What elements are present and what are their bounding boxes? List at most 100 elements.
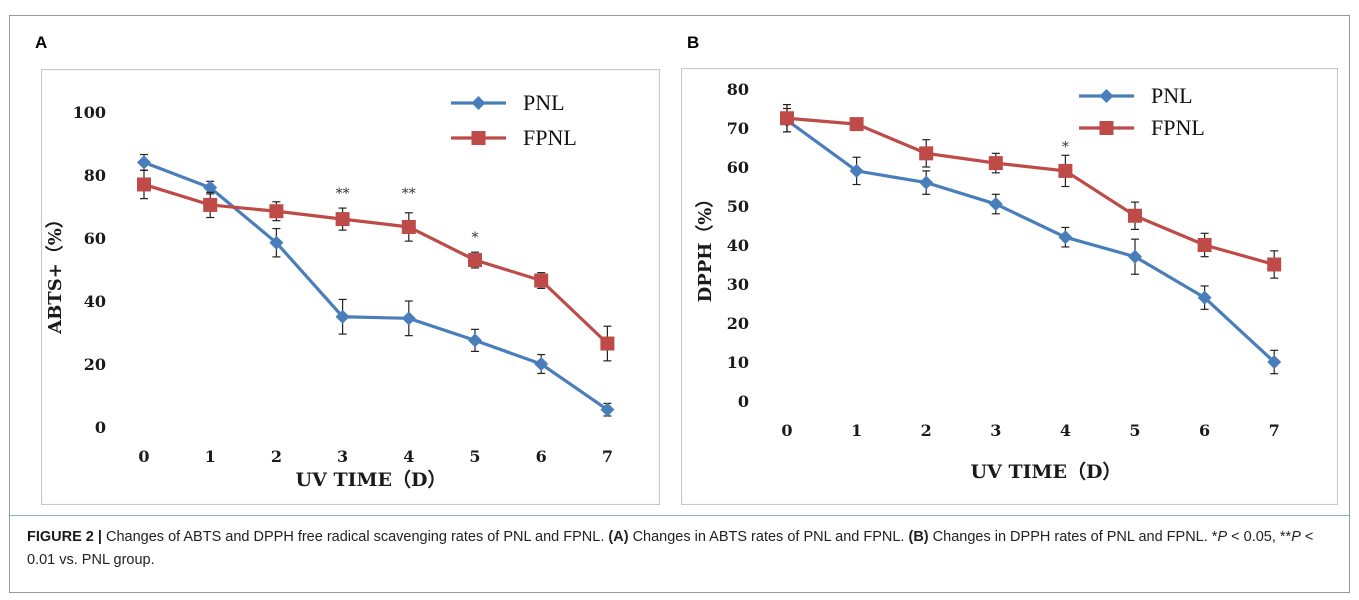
chart-a-pnl-point <box>468 333 482 348</box>
chart-b-pnl-line <box>786 118 1276 364</box>
chart-b-plot-border <box>681 68 1338 505</box>
chart-b-fpnl-point <box>780 111 794 126</box>
chart-b-fpnl-point <box>1058 163 1073 178</box>
chart-b-x-tick-label: 1 <box>851 421 862 440</box>
chart-b-pnl-point <box>849 163 864 178</box>
chart-b-legend-marker <box>1099 121 1114 135</box>
chart-b-y-tick-label: 80 <box>727 80 749 99</box>
chart-a-y-tick-label: 0 <box>95 418 106 437</box>
chart-b-y-tick-label: 50 <box>727 197 749 216</box>
chart-b-legend-label: FPNL <box>1151 115 1205 140</box>
chart-b-legend-marker <box>1099 89 1114 103</box>
chart-b-fpnl-point <box>1267 257 1282 272</box>
panel-label-b: B <box>687 33 700 52</box>
chart-a-x-tick-label: 5 <box>469 447 480 466</box>
chart-b-fpnl-point <box>849 117 864 132</box>
caption-text-1: Changes of ABTS and DPPH free radical sc… <box>101 529 609 545</box>
caption-divider <box>10 515 1349 516</box>
caption-text-5: < 0.01 vs. PNL group. <box>27 529 1314 568</box>
chart-b-legend-label: PNL <box>1151 83 1193 108</box>
chart-a-pnl-point <box>269 235 284 250</box>
figure-caption: FIGURE 2 | Changes of ABTS and DPPH free… <box>27 526 1337 572</box>
caption-p-2: P <box>1291 529 1301 545</box>
chart-b-fpnl-point <box>988 156 1003 171</box>
chart-b-y-tick-label: 40 <box>727 236 749 255</box>
caption-figure-label: FIGURE 2 | <box>27 529 102 545</box>
chart-b-fpnl-line <box>786 116 1275 267</box>
chart-b-y-tick-label: 10 <box>727 353 749 372</box>
chart-a-x-tick-label: 2 <box>271 447 282 466</box>
caption-text-2: Changes in ABTS rates of PNL and FPNL. <box>628 529 909 545</box>
chart-a-fpnl-point <box>137 177 151 192</box>
chart-a-y-tick-label: 60 <box>84 229 106 248</box>
chart-b: 0 10 20 30 40 50 60 70 80 0 1 2 3 4 5 6 7 UV TIME（D） DPPH（… <box>681 68 1338 505</box>
chart-b-significance-mark: * <box>1062 140 1069 156</box>
chart-a-significance-mark: * <box>472 230 479 246</box>
chart-b-x-tick-label: 7 <box>1269 421 1280 440</box>
panel-label-a: A <box>35 33 48 52</box>
chart-a-significance-mark: ** <box>402 186 416 202</box>
chart-a-fpnl-point <box>534 273 549 288</box>
chart-a-y-tick-label: 80 <box>84 166 106 185</box>
chart-a-pnl-line <box>143 160 609 411</box>
chart-b-y-tick-label: 70 <box>727 119 749 138</box>
chart-a-pnl-point <box>600 402 615 417</box>
chart-a-legend-label: PNL <box>523 90 565 115</box>
chart-b-y-axis-title: DPPH（%） <box>695 190 716 303</box>
chart-b-x-axis-title: UV TIME（D） <box>971 460 1122 483</box>
chart-b-pnl-point <box>919 175 934 190</box>
chart-b-x-tick-label: 5 <box>1129 421 1140 440</box>
chart-b-pnl-point <box>1128 249 1142 264</box>
chart-a-pnl-point <box>335 309 350 324</box>
chart-a-x-tick-label: 6 <box>536 447 547 466</box>
chart-a-legend-marker <box>471 131 486 145</box>
chart-a-x-tick-label: 3 <box>337 447 348 466</box>
chart-a-x-tick-label: 0 <box>138 447 149 466</box>
chart-a-pnl-point <box>401 311 416 326</box>
chart-a-significance-mark: ** <box>336 186 350 202</box>
chart-b-x-tick-label: 4 <box>1060 421 1071 440</box>
chart-b-pnl-point <box>988 197 1003 212</box>
chart-a-fpnl-point <box>203 197 218 212</box>
chart-b-y-tick-label: 0 <box>738 392 749 411</box>
caption-p-1: P <box>1217 529 1228 545</box>
chart-a-pnl-point <box>203 180 218 195</box>
caption-b-label: (B) <box>908 529 929 545</box>
chart-b-x-tick-label: 0 <box>781 421 792 440</box>
chart-a-y-tick-label: 40 <box>84 292 106 311</box>
chart-a-fpnl-point <box>269 204 284 219</box>
chart-a-y-tick-label: 100 <box>73 103 106 122</box>
chart-b-pnl-point <box>1197 290 1212 305</box>
caption-text-3: Changes in DPPH rates of PNL and FPNL. * <box>928 529 1218 545</box>
chart-a-fpnl-line <box>143 182 609 345</box>
chart-b-y-tick-label: 20 <box>727 314 749 333</box>
chart-a-x-tick-label: 1 <box>205 447 216 466</box>
chart-b-pnl-point <box>1058 230 1073 245</box>
chart-a-y-tick-label: 20 <box>84 355 106 374</box>
chart-a-legend-label: FPNL <box>523 125 577 150</box>
chart-b-x-tick-label: 3 <box>990 421 1001 440</box>
chart-b-pnl-point <box>1267 355 1282 369</box>
chart-a-x-tick-label: 4 <box>403 447 414 466</box>
chart-a-pnl-point <box>137 155 151 170</box>
chart-b-fpnl-point <box>1128 208 1142 223</box>
chart-a-pnl-point <box>534 357 549 371</box>
chart-a-fpnl-point <box>401 219 416 234</box>
chart-a-x-axis-title: UV TIME（D） <box>296 468 447 491</box>
chart-b-x-tick-label: 2 <box>921 421 932 440</box>
chart-a-legend-marker <box>471 96 486 110</box>
chart-b-y-tick-label: 60 <box>727 158 749 177</box>
chart-a-fpnl-point <box>468 253 482 268</box>
chart-a-fpnl-point <box>600 336 615 351</box>
chart-b-y-tick-label: 30 <box>727 275 749 294</box>
chart-b-fpnl-point <box>1197 238 1212 252</box>
chart-b-fpnl-point <box>919 146 934 161</box>
chart-a-x-tick-label: 7 <box>602 447 613 466</box>
caption-text-4: < 0.05, ** <box>1227 529 1292 545</box>
chart-a-plot-border <box>41 69 660 505</box>
chart-b-x-tick-label: 6 <box>1199 421 1210 440</box>
chart-a-y-axis-title: ABTS+（%） <box>45 210 66 335</box>
chart-a-fpnl-point <box>335 212 350 227</box>
caption-a-label: (A) <box>608 529 629 545</box>
